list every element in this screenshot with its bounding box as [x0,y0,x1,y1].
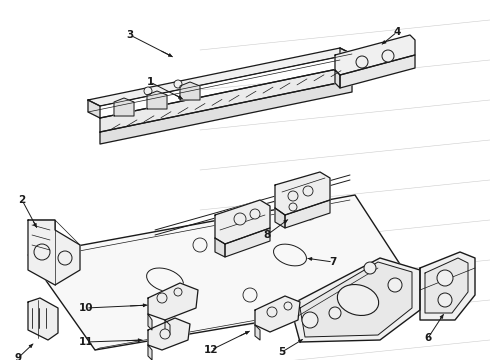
Polygon shape [225,228,270,257]
Polygon shape [148,314,152,330]
Circle shape [144,87,152,95]
Text: 3: 3 [126,30,134,40]
Circle shape [34,244,50,260]
Polygon shape [255,296,300,332]
Circle shape [329,307,341,319]
Circle shape [250,209,260,219]
Polygon shape [148,318,190,350]
Polygon shape [88,48,352,106]
Polygon shape [340,55,415,88]
Circle shape [437,270,453,286]
Polygon shape [180,82,200,100]
Circle shape [356,56,368,68]
Polygon shape [420,252,475,320]
Text: 2: 2 [19,195,25,205]
Circle shape [174,80,182,88]
Polygon shape [88,100,100,118]
Polygon shape [255,325,260,340]
Polygon shape [28,220,80,285]
Circle shape [58,251,72,265]
Circle shape [157,293,167,303]
Polygon shape [275,172,330,215]
Text: 10: 10 [79,303,93,313]
Polygon shape [290,258,420,342]
Circle shape [364,262,376,274]
Circle shape [289,203,297,211]
Polygon shape [148,283,198,320]
Text: 7: 7 [329,257,337,267]
Polygon shape [285,200,330,228]
Ellipse shape [337,284,379,315]
Text: 1: 1 [147,77,154,87]
Text: 5: 5 [278,347,286,357]
Polygon shape [147,91,167,109]
Circle shape [267,307,277,317]
Polygon shape [335,35,415,75]
Circle shape [243,288,257,302]
Polygon shape [335,70,340,88]
Polygon shape [114,98,134,116]
Text: 4: 4 [393,27,401,37]
Circle shape [174,288,182,296]
Polygon shape [215,238,225,257]
Text: 12: 12 [204,345,218,355]
Polygon shape [28,195,420,350]
Polygon shape [28,298,58,340]
Circle shape [388,278,402,292]
Circle shape [288,191,298,201]
Polygon shape [215,200,270,244]
Polygon shape [165,320,170,335]
Polygon shape [148,345,152,360]
Circle shape [284,302,292,310]
Ellipse shape [273,244,306,266]
Polygon shape [100,66,352,132]
Text: 11: 11 [79,337,93,347]
Circle shape [303,186,313,196]
Circle shape [234,213,246,225]
Circle shape [382,50,394,62]
Text: 6: 6 [424,333,432,343]
Polygon shape [275,208,285,228]
Text: 9: 9 [14,353,22,360]
Circle shape [438,293,452,307]
Circle shape [305,210,315,220]
Circle shape [160,329,170,339]
Polygon shape [425,258,468,313]
Circle shape [302,312,318,328]
Ellipse shape [147,268,183,292]
Polygon shape [100,80,352,144]
Polygon shape [340,48,352,66]
Text: 8: 8 [264,230,270,240]
Circle shape [193,238,207,252]
Polygon shape [300,262,412,337]
